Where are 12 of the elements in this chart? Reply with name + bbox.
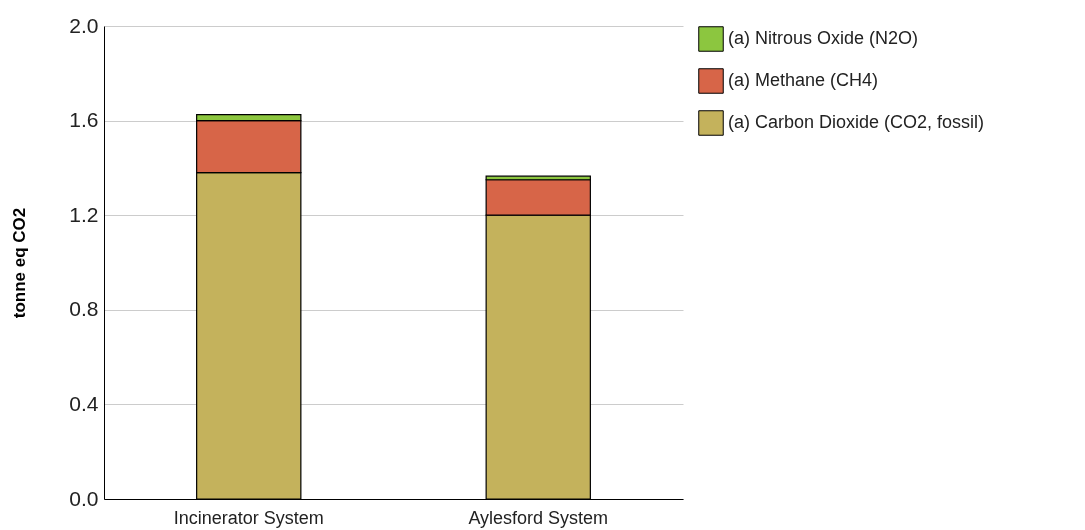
y-tick-label: 0.8 xyxy=(69,297,99,321)
y-tick-label: 0.4 xyxy=(69,391,99,415)
x-tick-label: Incinerator System xyxy=(173,507,324,528)
legend-label: (a) Carbon Dioxide (CO2, fossil) xyxy=(728,112,985,132)
legend-label: (a) Nitrous Oxide (N2O) xyxy=(728,28,919,48)
legend-label: (a) Methane (CH4) xyxy=(728,70,879,90)
y-axis-title: tonne eq CO2 xyxy=(10,207,30,319)
y-tick-label: 1.2 xyxy=(69,202,99,226)
x-tick-label: Aylesford System xyxy=(468,507,609,528)
y-tick-label: 0.0 xyxy=(69,486,99,510)
y-tick-label: 2.0 xyxy=(69,13,99,37)
y-tick-label: 1.6 xyxy=(69,108,99,132)
